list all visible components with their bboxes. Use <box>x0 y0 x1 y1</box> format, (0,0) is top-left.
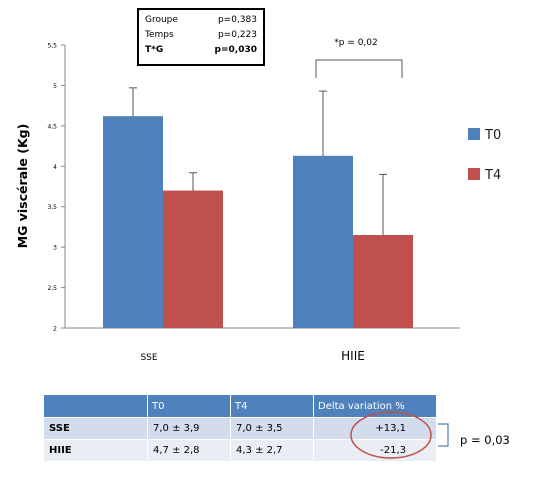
y-axis-label: MG viscérale (Kg) <box>15 123 30 249</box>
legend-swatch-t0 <box>468 128 480 140</box>
bar-t4-sse <box>163 190 223 328</box>
table-row: SSE 7,0 ± 3,9 7,0 ± 3,5 +13,1 <box>44 417 437 440</box>
significance-bracket <box>315 59 403 78</box>
x-tick-label: SSE <box>140 353 157 363</box>
table-header-row: T0 T4 Delta variation % <box>44 395 437 418</box>
table-header-cell: T0 <box>147 395 231 418</box>
table-header-cell <box>44 395 148 418</box>
table-header-cell: Delta variation % <box>313 395 437 418</box>
stats-row-temps: Temps p=0,223 <box>145 28 257 43</box>
stats-row-groupe: Groupe p=0,383 <box>145 13 257 28</box>
y-tick-label: 2,5 <box>47 285 57 292</box>
stats-label: Groupe <box>145 15 178 25</box>
stats-value: p=0,223 <box>217 30 257 40</box>
y-tick-label: 5,5 <box>47 43 57 50</box>
table-row: HIIE 4,7 ± 2,8 4,3 ± 2,7 -21,3 <box>44 439 437 461</box>
stats-label: Temps <box>145 30 174 40</box>
legend-label-t0: T0 <box>484 128 501 143</box>
y-tick-label: 3,5 <box>47 204 57 211</box>
table-cell-delta: +13,1 <box>313 417 437 440</box>
significance-bracket <box>438 423 449 447</box>
y-tick-label: 2 <box>53 326 57 333</box>
table-row-label: SSE <box>44 417 148 440</box>
stats-row-interaction: T*G p=0,030 <box>145 43 257 58</box>
table-cell-t0: 4,7 ± 2,8 <box>147 439 231 461</box>
y-tick-label: 4,5 <box>47 123 57 130</box>
bar-t0-sse <box>103 116 163 328</box>
table-cell-t4: 7,0 ± 3,5 <box>230 417 314 440</box>
stats-value: p=0,383 <box>217 15 257 25</box>
stats-box: Groupe p=0,383 Temps p=0,223 T*G p=0,030 <box>137 8 265 66</box>
table-cell-t0: 7,0 ± 3,9 <box>147 417 231 440</box>
bar-chart: 2 2,5 3 3,5 4 4,5 5 5,5 SSE HIIE *p = 0,02 T0 T4 <box>47 38 501 363</box>
legend-swatch-t4 <box>468 168 480 180</box>
bar-t0-hiie <box>293 155 353 328</box>
table-row-label: HIIE <box>44 439 148 461</box>
y-tick-label: 4 <box>53 164 57 171</box>
stats-label: T*G <box>145 45 164 55</box>
y-tick-label: 3 <box>53 245 57 252</box>
y-tick-label: 5 <box>53 83 57 90</box>
table-cell-t4: 4,3 ± 2,7 <box>230 439 314 461</box>
stats-value: p=0,030 <box>214 45 257 55</box>
p-value-note: p = 0,03 <box>460 433 510 447</box>
summary-table: T0 T4 Delta variation % SSE 7,0 ± 3,9 7,… <box>44 395 437 461</box>
legend-label-t4: T4 <box>484 168 501 183</box>
x-tick-label: HIIE <box>341 349 365 363</box>
significance-label: *p = 0,02 <box>334 38 378 48</box>
bar-t4-hiie <box>353 235 413 328</box>
table-header-cell: T4 <box>230 395 314 418</box>
table-cell-delta: -21,3 <box>313 439 437 461</box>
